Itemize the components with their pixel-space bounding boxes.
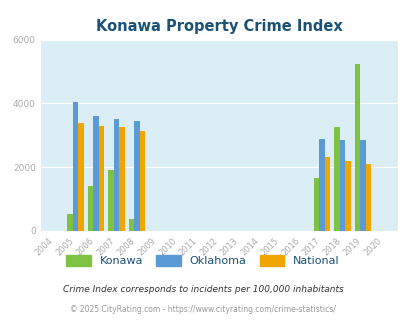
Bar: [344, 161, 350, 231]
Text: © 2025 CityRating.com - https://www.cityrating.com/crime-statistics/: © 2025 CityRating.com - https://www.city…: [70, 305, 335, 314]
Bar: [93, 116, 98, 231]
Bar: [354, 63, 359, 231]
Legend: Konawa, Oklahoma, National: Konawa, Oklahoma, National: [62, 251, 343, 271]
Bar: [134, 121, 140, 231]
Bar: [78, 123, 83, 231]
Bar: [108, 170, 113, 231]
Bar: [119, 127, 125, 231]
Title: Konawa Property Crime Index: Konawa Property Crime Index: [96, 19, 342, 34]
Bar: [113, 119, 119, 231]
Bar: [313, 178, 318, 231]
Bar: [128, 219, 134, 231]
Bar: [318, 139, 324, 231]
Bar: [339, 140, 344, 231]
Bar: [359, 140, 365, 231]
Bar: [67, 214, 72, 231]
Text: Crime Index corresponds to incidents per 100,000 inhabitants: Crime Index corresponds to incidents per…: [62, 285, 343, 294]
Bar: [98, 126, 104, 231]
Bar: [365, 164, 371, 231]
Bar: [72, 102, 78, 231]
Bar: [324, 157, 329, 231]
Bar: [87, 186, 93, 231]
Bar: [140, 130, 145, 231]
Bar: [333, 127, 339, 231]
